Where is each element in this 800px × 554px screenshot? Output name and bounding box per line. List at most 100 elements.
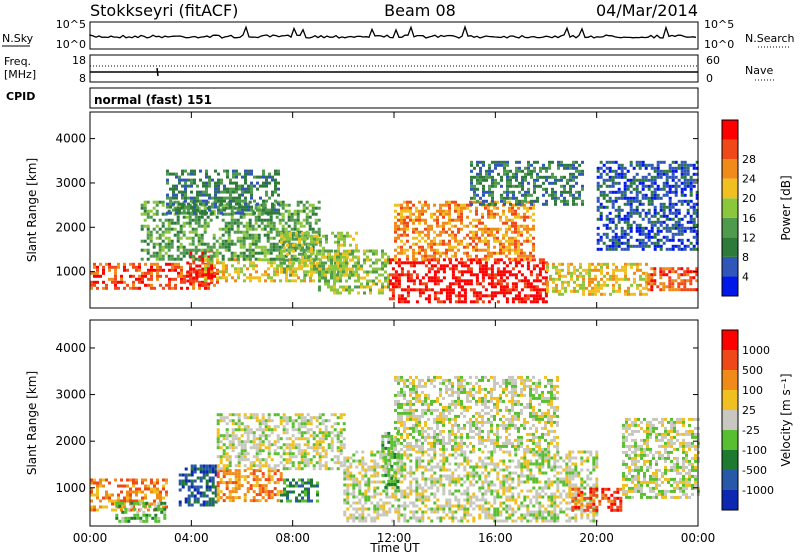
cpid-label: CPID — [6, 90, 35, 103]
colorbar-tick-label: -500 — [742, 464, 767, 477]
x-tick-label: 00:00 — [73, 531, 108, 545]
colorbar-tick-label: -1000 — [742, 484, 774, 497]
colorbar-frame — [721, 329, 739, 511]
velocity-panel: 1000 2000 3000 4000 00:00 04:00 08:00 12:00 16:0… — [25, 319, 793, 545]
noise-left-tick-top: 10^5 — [56, 18, 86, 31]
noise-left-tick-bottom: 10^0 — [56, 38, 86, 51]
freq-right-tick-top: 60 — [706, 54, 720, 67]
nsky-label: N.Sky — [2, 32, 34, 45]
beam-label: Beam 08 — [384, 1, 456, 20]
x-tick-label: 04:00 — [174, 531, 209, 545]
colorbar-segment — [722, 490, 738, 510]
colorbar-label: Power [dB] — [779, 175, 793, 240]
data-region — [647, 267, 699, 292]
data-region — [216, 469, 283, 503]
cpid-panel-frame — [89, 87, 699, 109]
data-region — [216, 413, 346, 471]
data-region — [470, 160, 584, 206]
colorbar-segment — [722, 217, 738, 238]
colorbar-segment — [722, 350, 738, 370]
x-tick-label: 00:00 — [681, 531, 716, 545]
colorbar-segment — [722, 198, 738, 218]
noise-lines — [89, 24, 697, 39]
x-tick-label: 08:00 — [275, 531, 310, 545]
colorbar-segment — [722, 237, 738, 257]
freq-panel-frame — [89, 54, 699, 83]
colorbar-tick-label: 500 — [742, 364, 763, 377]
colorbar-tick-label: 100 — [742, 384, 763, 397]
data-region — [178, 464, 218, 507]
data-region — [596, 160, 699, 251]
colorbar-tick-label: 4 — [742, 270, 749, 283]
y-tick-label: 4000 — [55, 132, 86, 146]
data-region — [90, 478, 168, 512]
radar-title: Stokkseyri (fitACF) — [90, 1, 238, 20]
y-tick-label: 1000 — [55, 481, 86, 495]
colorbar-tick-label: 8 — [742, 251, 749, 264]
y-tick-label: 4000 — [55, 341, 86, 355]
freq-left-tick-top: 18 — [72, 54, 86, 67]
data-region — [571, 487, 623, 512]
colorbar: 4 8 12 16 20 24 28 Power [dB] — [721, 119, 793, 297]
colorbar-segment — [722, 256, 738, 277]
colorbar-tick-label: -25 — [742, 424, 760, 437]
data-region — [115, 501, 167, 523]
data-region — [381, 431, 400, 489]
x-axis-label: Time UT — [369, 541, 420, 554]
freq-glitch — [156, 67, 159, 77]
freq-right-tick-bottom: 0 — [706, 72, 713, 85]
cpid-value: normal (fast) 151 — [94, 93, 212, 107]
data-region — [394, 200, 535, 261]
freq-label-1: Freq. — [4, 55, 31, 68]
x-tick-label: 20:00 — [579, 531, 614, 545]
y-tick-label: 3000 — [55, 176, 86, 190]
nsearch-label: N.Search — [745, 32, 795, 45]
y-axis-label: Slant Range [km] — [25, 371, 39, 475]
power-panel: 1000 2000 3000 4000 Slant Range [km] 4 8 12 16 20… — [25, 111, 793, 309]
y-tick-label: 3000 — [55, 388, 86, 402]
colorbar-segment — [722, 120, 738, 140]
colorbar-tick-label: 1000 — [742, 344, 770, 357]
data-region — [343, 450, 599, 523]
date-label: 04/Mar/2014 — [596, 1, 698, 20]
data-region — [394, 375, 559, 451]
colorbar-tick-label: 28 — [742, 153, 756, 166]
noise-right-tick-top: 10^5 — [704, 18, 734, 31]
y-tick-label: 2000 — [55, 220, 86, 234]
colorbar-segment — [722, 178, 738, 199]
colorbar-segment — [722, 139, 738, 160]
data-region — [318, 249, 390, 295]
data-region — [90, 262, 219, 290]
noise-right-tick-bottom: 10^0 — [704, 38, 734, 51]
colorbar-tick-label: 16 — [742, 212, 756, 225]
data-region — [622, 417, 700, 499]
colorbar-segment — [722, 276, 738, 296]
y-tick-label: 2000 — [55, 434, 86, 448]
colorbar-segment — [722, 430, 738, 450]
colorbar-segment — [722, 450, 738, 470]
data-region — [546, 262, 648, 296]
colorbar-frame — [721, 119, 739, 297]
colorbar-tick-label: 25 — [742, 404, 756, 417]
colorbar-label: Velocity [m s⁻¹] — [779, 373, 793, 466]
colorbar-tick-label: 12 — [742, 231, 756, 244]
x-tick-label: 16:00 — [478, 531, 513, 545]
nave-label: Nave — [745, 64, 773, 77]
x-tick-label: 12:00 — [377, 531, 412, 545]
colorbar-segment — [722, 330, 738, 350]
data-region — [280, 478, 319, 503]
y-axis-label: Slant Range [km] — [25, 158, 39, 262]
colorbar-segment — [722, 370, 738, 390]
colorbar-segment — [722, 410, 738, 430]
colorbar-segment — [722, 390, 738, 410]
data-region — [166, 169, 280, 215]
noise-sky-trace — [89, 24, 697, 39]
y-tick-label: 1000 — [55, 265, 86, 279]
colorbar-tick-label: -100 — [742, 444, 767, 457]
freq-label-2: [MHz] — [4, 68, 36, 81]
colorbar-segment — [722, 470, 738, 490]
colorbar-segment — [722, 159, 738, 179]
data-region — [388, 258, 548, 304]
colorbar: 1000 500 100 25 -25 -100 -500 -1000 Velocity [m … — [721, 329, 793, 511]
